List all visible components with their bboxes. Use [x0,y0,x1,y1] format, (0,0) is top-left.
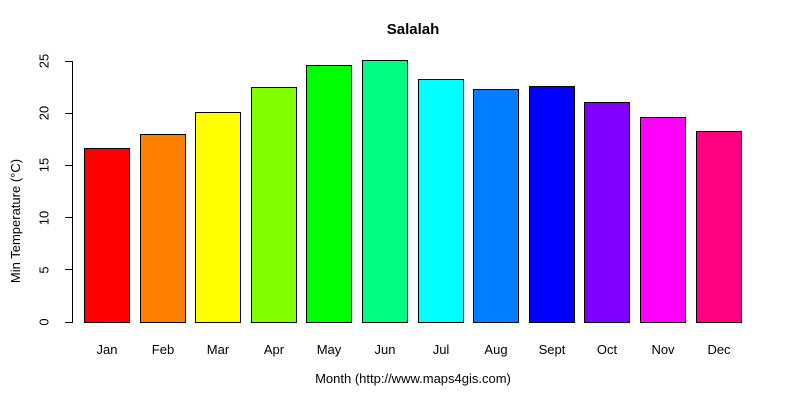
x-tick-label-jan: Jan [96,342,118,357]
y-tick-label-10: 10 [36,210,52,225]
bar-oct [584,102,630,323]
bar-feb [140,134,186,323]
bar-apr [251,87,297,323]
x-tick-label-jun: Jun [374,342,396,357]
x-tick-label-nov: Nov [651,342,675,357]
x-tick-label-feb: Feb [151,342,175,357]
y-tick-label-25: 25 [36,53,52,69]
bar-jun [362,60,408,323]
y-tick-mark-0 [65,321,72,323]
x-tick-label-apr: Apr [263,342,285,357]
x-axis-label: Month (http://www.maps4gis.com) [315,371,511,386]
bar-dec [696,131,742,323]
bar-mar [195,112,241,323]
y-tick-mark-15 [65,164,72,166]
bar-jan [84,148,130,323]
y-tick-mark-10 [65,217,72,219]
x-tick-label-oct: Oct [596,342,618,357]
y-tick-mark-5 [65,269,72,271]
y-tick-mark-20 [65,112,72,114]
x-tick-label-dec: Dec [707,342,731,357]
y-tick-label-0: 0 [36,318,52,326]
x-tick-label-jul: Jul [432,342,450,357]
y-axis-label: Min Temperature (°C) [8,158,23,284]
bar-sept [529,86,575,323]
y-tick-mark-25 [65,60,72,62]
bar-nov [640,117,686,323]
y-tick-label-5: 5 [36,266,52,274]
x-tick-label-may: May [316,342,342,357]
x-tick-label-aug: Aug [484,342,508,357]
y-axis-line [72,61,73,323]
bar-may [306,65,352,323]
y-tick-label-15: 15 [36,158,52,173]
chart-title: Salalah [386,21,440,38]
x-tick-label-mar: Mar [206,342,230,357]
bar-jul [418,79,464,323]
bar-aug [473,89,519,323]
x-tick-label-sept: Sept [538,342,566,357]
y-tick-label-20: 20 [36,105,52,121]
